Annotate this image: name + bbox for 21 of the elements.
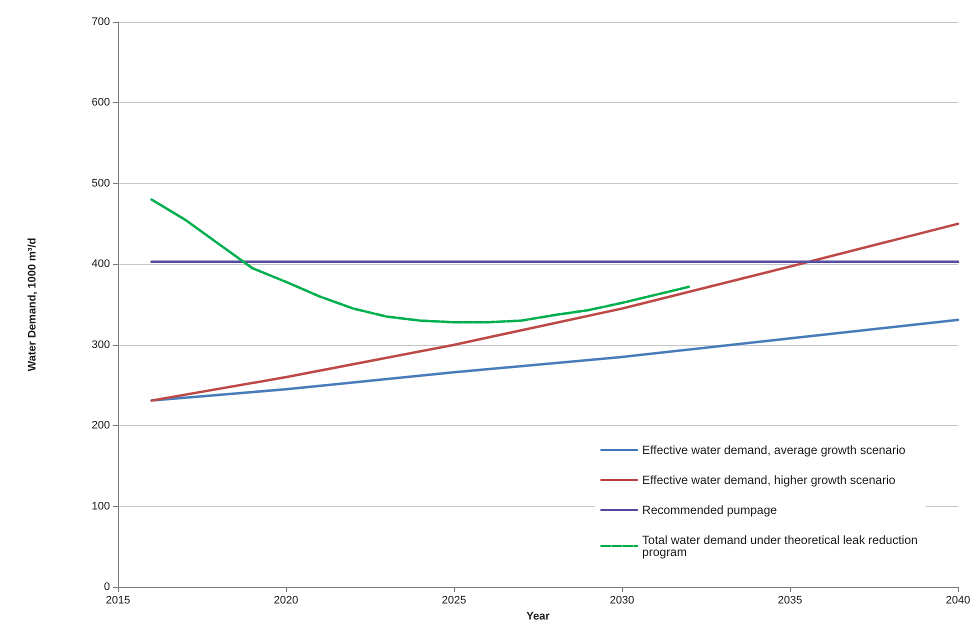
x-tick-label: 2020 bbox=[274, 594, 298, 606]
legend-label: Effective water demand, average growth scenario bbox=[642, 443, 906, 457]
legend-label: Effective water demand, higher growth scenario bbox=[642, 473, 896, 487]
y-tick-label: 500 bbox=[92, 177, 110, 190]
y-tick-label: 400 bbox=[92, 258, 110, 270]
x-tick-label: 2040 bbox=[946, 594, 970, 606]
x-tick-label: 2025 bbox=[442, 594, 466, 606]
y-axis-title: Water Demand, 1000 m³/d bbox=[26, 238, 38, 372]
y-tick-label: 700 bbox=[92, 16, 110, 28]
line-series bbox=[150, 222, 960, 402]
x-axis-title: Year bbox=[526, 610, 550, 622]
x-tick-label: 2030 bbox=[610, 594, 634, 606]
x-tick-label: 2035 bbox=[778, 594, 802, 606]
y-tick-label: 200 bbox=[92, 420, 110, 432]
y-tick-label: 600 bbox=[92, 96, 110, 109]
legend-label: Total water demand under theoretical leak reduction program bbox=[642, 533, 922, 559]
y-tick-label: 300 bbox=[92, 338, 110, 351]
y-tick-label: 0 bbox=[104, 581, 110, 593]
x-tick-label: 2015 bbox=[106, 594, 130, 606]
legend-label: Recommended pumpage bbox=[642, 503, 778, 517]
y-tick-label: 100 bbox=[92, 500, 110, 512]
